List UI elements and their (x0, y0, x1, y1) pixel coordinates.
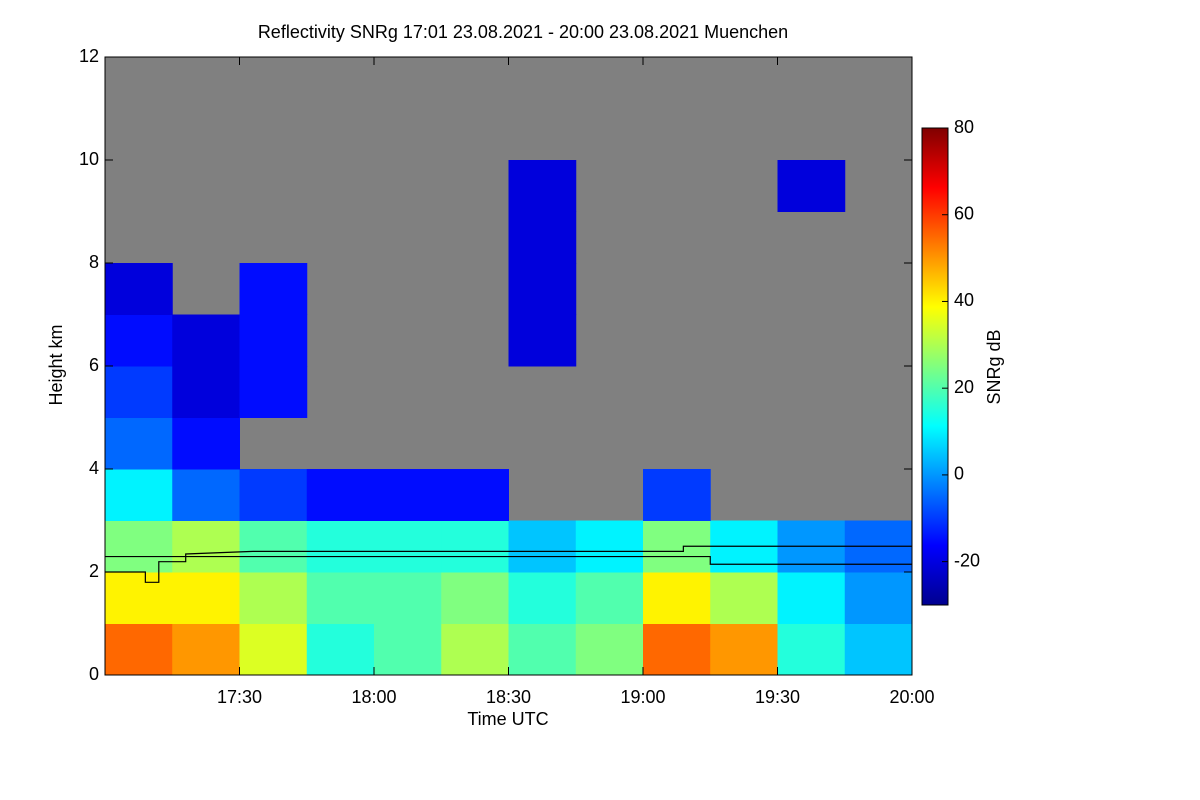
x-tick-label: 17:30 (217, 687, 262, 707)
heatmap-cell (105, 623, 173, 676)
heatmap-cell (105, 469, 173, 521)
heatmap-cell (172, 623, 240, 676)
heatmap-cell (374, 623, 442, 676)
heatmap-cell (777, 623, 846, 676)
x-tick-label: 20:00 (889, 687, 934, 707)
heatmap-cell (239, 520, 308, 573)
heatmap-cell (575, 572, 644, 624)
heatmap-cell (239, 263, 308, 315)
heatmap-cell (306, 572, 375, 624)
heatmap-cell (710, 572, 778, 624)
y-tick-label: 4 (89, 458, 99, 478)
heatmap-cell (374, 520, 442, 573)
chart-title: Reflectivity SNRg 17:01 23.08.2021 - 20:… (258, 22, 788, 42)
x-tick-label: 18:30 (486, 687, 531, 707)
colorbar (921, 127, 949, 606)
heatmap-cell (508, 211, 577, 264)
heatmap-cell (306, 520, 375, 573)
colorbar-tick-label: 20 (954, 377, 974, 397)
heatmap-cell (441, 469, 509, 521)
colorbar-tick-label: 0 (954, 464, 964, 484)
heatmap-cell (374, 469, 442, 521)
heatmap-cell (844, 572, 913, 624)
x-tick-label: 19:00 (620, 687, 665, 707)
heatmap-cell (441, 572, 509, 624)
y-tick-label: 8 (89, 252, 99, 272)
colorbar-tick-label: -20 (954, 550, 980, 570)
heatmap-cell (172, 469, 240, 521)
heatmap-cell (105, 572, 173, 624)
heatmap-cell (239, 314, 308, 367)
heatmap-cell (441, 520, 509, 573)
colorbar-tick-label: 60 (954, 203, 974, 223)
colorbar-tick-label: 80 (954, 117, 974, 137)
heatmap-cell (105, 366, 173, 418)
colorbar-tick-label: 40 (954, 290, 974, 310)
heatmap-cell (508, 314, 577, 367)
heatmap-cell (105, 263, 173, 315)
heatmap-cell (239, 572, 308, 624)
y-tick-label: 12 (79, 46, 99, 66)
heatmap-cell (172, 572, 240, 624)
heatmap-cell (777, 160, 846, 212)
y-tick-label: 6 (89, 355, 99, 375)
x-axis-label: Time UTC (467, 709, 548, 729)
heatmap-cell (105, 314, 173, 367)
heatmap-cell (575, 520, 644, 573)
heatmap-cell (105, 417, 173, 470)
heatmap-cell (508, 263, 577, 315)
x-tick-label: 19:30 (755, 687, 800, 707)
y-tick-label: 0 (89, 664, 99, 684)
heatmap-cell (105, 520, 173, 573)
heatmap-cell (777, 572, 846, 624)
x-tick-label: 18:00 (351, 687, 396, 707)
heatmap-cell (239, 623, 308, 676)
heatmap-cell (239, 469, 308, 521)
y-axis-label: Height km (46, 324, 66, 405)
heatmap-cell (441, 623, 509, 676)
heatmap-cell (172, 366, 240, 418)
heatmap-cell (172, 417, 240, 470)
heatmap-cell (710, 623, 778, 676)
heatmap-cell (508, 160, 577, 212)
heatmap-cell (172, 314, 240, 367)
y-tick-label: 2 (89, 561, 99, 581)
boundary-line (105, 555, 912, 565)
heatmap-cell (643, 469, 711, 521)
heatmap-cell (643, 572, 711, 624)
boundary-line (105, 545, 912, 583)
heatmap-cell (306, 623, 375, 676)
heatmap-cell (374, 572, 442, 624)
heatmap-cell (508, 572, 577, 624)
heatmap-cell (239, 366, 308, 418)
y-tick-label: 10 (79, 149, 99, 169)
heatmap-cell (508, 623, 577, 676)
heatmap-cell (306, 469, 375, 521)
heatmap-cell (844, 623, 913, 676)
heatmap-cell (575, 623, 644, 676)
colorbar-label: SNRg dB (984, 329, 1004, 404)
heatmap-cell (508, 520, 577, 573)
heatmap-cell (172, 520, 240, 573)
heatmap-cell (643, 623, 711, 676)
